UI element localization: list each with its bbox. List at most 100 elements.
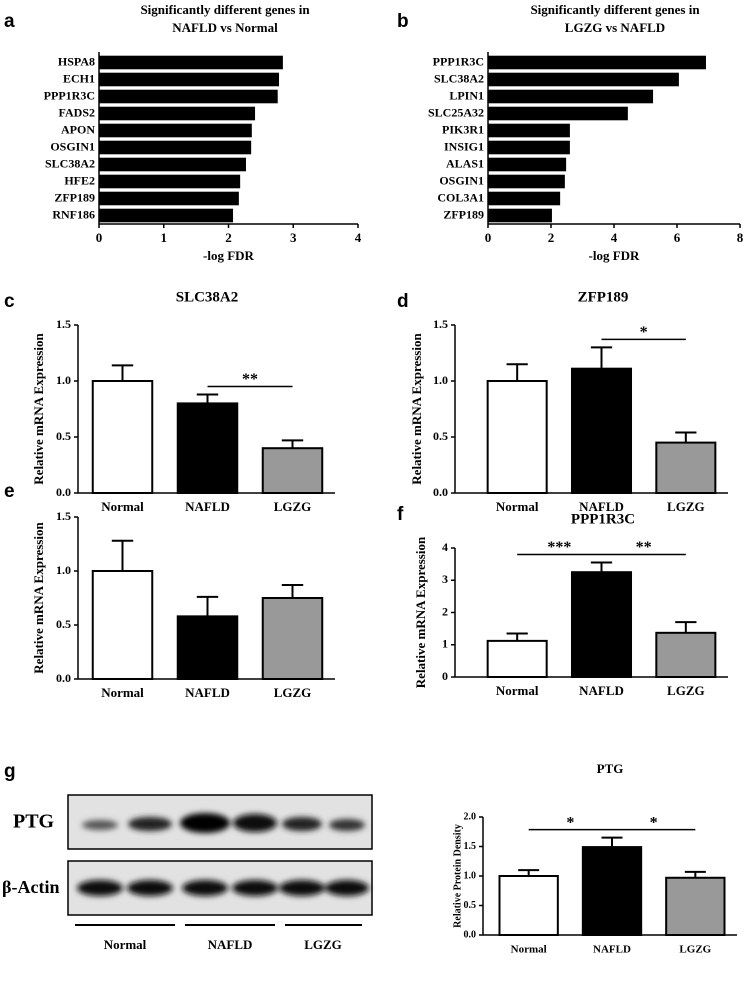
bar: [176, 402, 239, 494]
bar: [261, 597, 324, 680]
y-tick-label: APON: [61, 122, 95, 136]
significance-label: *: [566, 814, 574, 831]
y-tick-label: 1.5: [56, 317, 71, 331]
x-tick-label: Normal: [101, 499, 144, 514]
chart-title: Significantly different genes in LGZG vs…: [530, 2, 700, 35]
band: [82, 820, 118, 830]
bar: [570, 571, 633, 678]
y-tick-label: 3: [442, 572, 448, 586]
y-tick-label: SLC38A2: [45, 156, 95, 170]
y-tick-label: LPIN1: [449, 88, 484, 102]
x-tick-label: NAFLD: [185, 685, 230, 700]
bar: [99, 72, 280, 87]
y-tick-label: 0: [442, 669, 448, 683]
bar: [581, 846, 643, 937]
x-tick-label: 4: [611, 230, 618, 245]
bar: [488, 157, 567, 172]
y-tick-label: RNF186: [52, 207, 95, 221]
y-tick-label: 0.0: [56, 485, 71, 499]
x-tick-label: LGZG: [274, 499, 312, 514]
y-tick-label: 1.0: [464, 870, 477, 881]
significance-label: *: [640, 324, 648, 341]
y-tick-label: 1.0: [56, 373, 71, 387]
y-tick-label: 0.5: [56, 429, 71, 443]
y-tick-label: SLC38A2: [434, 71, 484, 85]
bar: [91, 380, 154, 494]
bar: [99, 191, 239, 206]
bar: [488, 89, 654, 104]
group-label: NAFLD: [208, 937, 253, 952]
x-tick-label: 1: [161, 230, 168, 245]
bar: [176, 615, 239, 680]
significance-label: **: [242, 371, 258, 388]
x-tick-label: Normal: [496, 683, 539, 698]
bar: [99, 157, 246, 172]
y-tick-label: HSPA8: [58, 54, 95, 68]
bar: [99, 123, 252, 138]
bar: [261, 447, 324, 495]
y-axis-label: Relative mRNA Expression: [31, 522, 46, 674]
y-tick-label: PPP1R3C: [44, 88, 95, 102]
y-tick-label: 0.5: [464, 900, 477, 911]
panel-letter: c: [4, 291, 15, 312]
y-tick-label: 1.0: [433, 373, 448, 387]
chart-title: Significantly different genes in NAFLD v…: [140, 2, 310, 35]
band: [77, 880, 123, 896]
y-tick-label: OSGIN1: [50, 139, 95, 153]
x-tick-label: LGZG: [667, 499, 705, 514]
y-tick-label: ZFP189: [54, 190, 95, 204]
bar: [488, 191, 561, 206]
y-tick-label: 0.0: [433, 485, 448, 499]
chart-title: SLC38A2: [176, 289, 239, 305]
x-tick-label: 2: [548, 230, 555, 245]
panel-letter: a: [4, 11, 15, 32]
panel-letter: d: [397, 291, 409, 312]
y-tick-label: ALAS1: [446, 156, 484, 170]
row-label: PTG: [13, 811, 55, 833]
y-tick-label: 0.5: [56, 617, 71, 631]
bar: [99, 208, 234, 223]
significance-label: ***: [547, 539, 571, 556]
x-tick-label: 6: [674, 230, 681, 245]
significance-label: **: [636, 539, 652, 556]
x-axis-label: -log FDR: [589, 248, 641, 263]
panel-letter: b: [397, 11, 409, 32]
band: [282, 817, 322, 831]
band: [128, 817, 172, 831]
panel-letter: g: [4, 761, 16, 782]
band: [127, 880, 173, 896]
y-axis-label: Relative Protein Density: [452, 824, 463, 928]
x-tick-label: 4: [355, 230, 362, 245]
y-tick-label: 2.0: [464, 811, 477, 822]
bar: [488, 72, 679, 87]
bar: [91, 570, 154, 680]
y-tick-label: ZFP189: [443, 207, 484, 221]
x-tick-label: 0: [96, 230, 103, 245]
y-tick-label: COL3A1: [437, 190, 484, 204]
bands: [77, 813, 369, 896]
x-axis-label: -log FDR: [203, 248, 255, 263]
x-tick-label: 0: [485, 230, 492, 245]
x-tick-label: Normal: [101, 685, 144, 700]
row-label: β-Actin: [2, 877, 59, 897]
bar: [488, 140, 570, 155]
band: [182, 880, 228, 896]
y-tick-label: 1.5: [433, 317, 448, 331]
y-tick-label: 4: [442, 540, 448, 554]
x-tick-label: Normal: [511, 944, 547, 956]
x-tick-label: 8: [737, 230, 744, 245]
chart-title: ZFP189: [578, 289, 629, 305]
y-tick-label: PPP1R3C: [433, 54, 484, 68]
y-tick-label: SLC25A32: [428, 105, 484, 119]
x-tick-label: LGZG: [667, 683, 705, 698]
y-tick-label: HFE2: [64, 173, 95, 187]
bar: [486, 380, 548, 494]
bar: [655, 441, 717, 495]
x-tick-label: LGZG: [274, 685, 312, 700]
bar: [99, 55, 283, 70]
bar: [488, 106, 628, 121]
group-label: LGZG: [304, 937, 342, 952]
y-tick-label: 2: [442, 604, 448, 618]
band: [180, 813, 230, 833]
x-tick-label: NAFLD: [185, 499, 230, 514]
